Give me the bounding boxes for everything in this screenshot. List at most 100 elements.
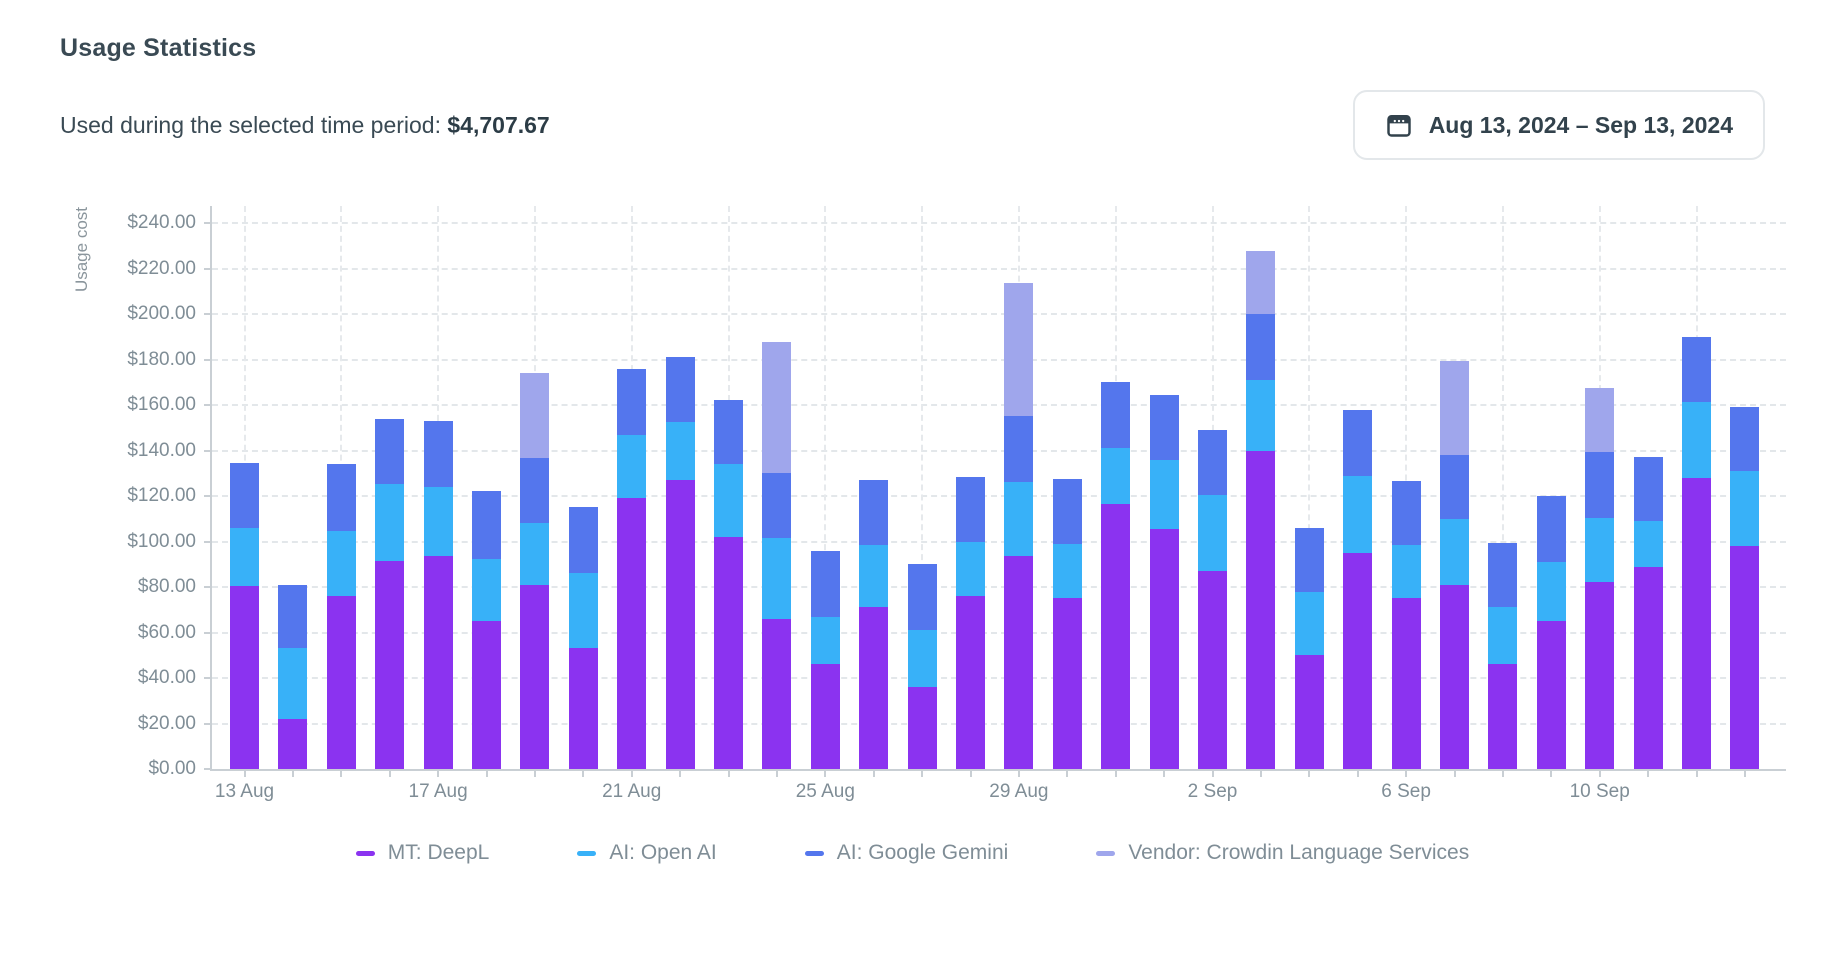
bar-30-aug[interactable] <box>1052 478 1082 769</box>
bar-segment-ai-open-ai <box>762 538 792 619</box>
bar-28-aug[interactable] <box>956 476 985 769</box>
bar-15-aug[interactable] <box>326 464 356 769</box>
bar-20-aug[interactable] <box>568 507 598 769</box>
bar-segment-ai-open-ai <box>1294 591 1324 656</box>
bar-segment-ai-open-ai <box>568 573 598 649</box>
x-gridline <box>824 206 827 769</box>
bar-26-aug[interactable] <box>859 480 889 769</box>
bar-12-sep[interactable] <box>1682 336 1711 769</box>
bar-10-sep[interactable] <box>1585 387 1615 769</box>
y-axis-label: $40.00 <box>137 667 196 688</box>
bar-segment-ai-open-ai <box>1536 561 1566 622</box>
bar-segment-ai-google-gemini <box>810 550 840 617</box>
bar-31-aug[interactable] <box>1101 382 1131 769</box>
bar-1-sep[interactable] <box>1149 394 1179 769</box>
legend-item-ai-google-gemini[interactable]: AI: Google Gemini <box>804 841 1008 865</box>
bar-segment-ai-open-ai <box>423 486 453 557</box>
y-gridline <box>212 222 1786 224</box>
bar-segment-ai-google-gemini <box>375 418 405 484</box>
bar-9-sep[interactable] <box>1536 496 1566 769</box>
bar-segment-ai-google-gemini <box>568 507 598 574</box>
calendar-icon <box>1385 111 1413 139</box>
y-gridline <box>212 631 1786 634</box>
bar-segment-vendor-crowdin-language-services <box>1440 360 1469 456</box>
bar-2-sep[interactable] <box>1198 430 1227 769</box>
bar-segment-mt-deepl <box>956 596 985 769</box>
bar-segment-mt-deepl <box>1682 477 1711 769</box>
bar-4-sep[interactable] <box>1294 527 1324 769</box>
x-axis-tick <box>1066 769 1069 777</box>
bar-8-sep[interactable] <box>1488 542 1518 769</box>
bar-segment-ai-open-ai <box>278 648 308 719</box>
y-axis-tick <box>204 768 212 770</box>
bar-25-aug[interactable] <box>810 550 840 769</box>
bar-segment-mt-deepl <box>1440 584 1469 769</box>
x-axis-tick <box>1211 769 1214 777</box>
bar-22-aug[interactable] <box>665 357 695 769</box>
legend-item-mt-deepl[interactable]: MT: DeepL <box>355 841 489 865</box>
y-axis-tick <box>204 358 212 361</box>
bar-16-aug[interactable] <box>375 418 405 769</box>
bar-segment-mt-deepl <box>375 560 405 769</box>
legend-item-vendor-crowdin-language-services[interactable]: Vendor: Crowdin Language Services <box>1096 841 1469 865</box>
x-axis-label: 13 Aug <box>214 781 275 802</box>
x-axis-tick <box>1453 769 1456 777</box>
x-axis-tick <box>437 769 440 777</box>
bar-segment-ai-google-gemini <box>1198 430 1227 495</box>
bar-segment-mt-deepl <box>1488 664 1518 769</box>
bar-29-aug[interactable] <box>1004 283 1034 769</box>
x-gridline <box>921 206 924 769</box>
bar-segment-ai-open-ai <box>714 464 743 537</box>
bar-23-aug[interactable] <box>714 400 743 769</box>
y-axis-tick <box>204 449 212 452</box>
bar-segment-ai-google-gemini <box>956 476 985 542</box>
x-axis-tick <box>872 769 875 777</box>
x-axis-tick <box>1647 769 1650 777</box>
bar-segment-ai-google-gemini <box>762 473 792 539</box>
y-axis-tick <box>204 722 212 725</box>
bar-segment-ai-open-ai <box>617 434 647 499</box>
bar-14-aug[interactable] <box>278 584 308 769</box>
bar-6-sep[interactable] <box>1391 481 1421 769</box>
bar-segment-mt-deepl <box>617 498 647 769</box>
bar-17-aug[interactable] <box>423 420 453 769</box>
bar-segment-ai-open-ai <box>859 544 889 608</box>
x-axis-tick <box>969 769 972 777</box>
bar-segment-ai-google-gemini <box>1682 336 1711 402</box>
x-axis-tick <box>921 769 924 777</box>
bar-5-sep[interactable] <box>1343 409 1373 769</box>
date-range-button[interactable]: Aug 13, 2024 – Sep 13, 2024 <box>1352 90 1765 160</box>
bar-segment-ai-google-gemini <box>1101 382 1131 449</box>
bar-3-sep[interactable] <box>1246 251 1276 769</box>
y-axis-label: $20.00 <box>137 712 196 734</box>
bar-segment-ai-open-ai <box>1682 401 1711 478</box>
x-axis-tick <box>243 769 246 777</box>
x-axis-label: 25 Aug <box>795 781 855 802</box>
bar-19-aug[interactable] <box>520 373 550 769</box>
x-axis-tick <box>1550 769 1553 777</box>
bar-segment-ai-google-gemini <box>1633 457 1663 522</box>
legend-swatch <box>355 850 375 856</box>
bar-segment-mt-deepl <box>1052 598 1082 769</box>
x-axis-tick <box>727 769 730 777</box>
bar-segment-ai-open-ai <box>1052 543 1082 599</box>
bar-13-aug[interactable] <box>230 463 259 769</box>
legend-item-ai-open-ai[interactable]: AI: Open AI <box>577 841 717 865</box>
x-axis-tick <box>630 769 633 777</box>
bar-21-aug[interactable] <box>617 368 647 769</box>
bar-segment-mt-deepl <box>762 618 792 769</box>
bar-24-aug[interactable] <box>762 342 792 769</box>
bar-segment-ai-google-gemini <box>1343 409 1373 476</box>
chart-legend: MT: DeepL AI: Open AI AI: Google Gemini Ven… <box>60 841 1765 865</box>
bar-7-sep[interactable] <box>1440 360 1469 769</box>
bar-segment-mt-deepl <box>568 648 598 769</box>
bar-segment-mt-deepl <box>907 687 937 769</box>
y-gridline <box>212 586 1786 588</box>
bar-27-aug[interactable] <box>907 564 937 769</box>
bar-11-sep[interactable] <box>1633 457 1663 769</box>
usage-chart: Usage cost $0.00 $20.00 $40.00 $60.00 $80.00… <box>60 191 1786 813</box>
bar-segment-mt-deepl <box>1730 546 1760 769</box>
bar-segment-vendor-crowdin-language-services <box>520 373 550 459</box>
bar-13-sep[interactable] <box>1730 407 1760 769</box>
bar-18-aug[interactable] <box>472 491 501 769</box>
